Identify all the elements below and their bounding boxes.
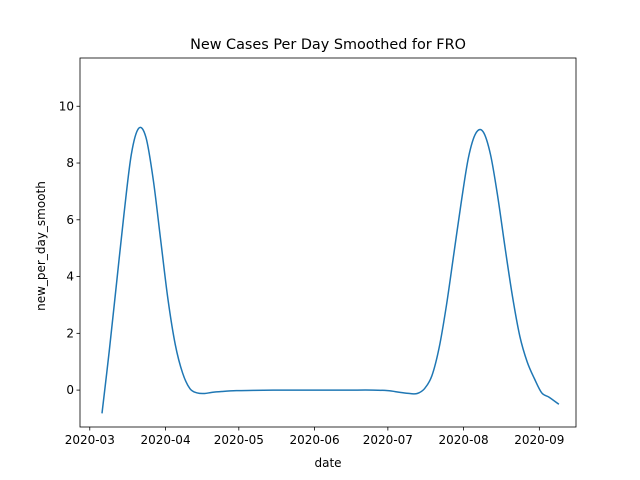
x-tick-label: 2020-03 [65,433,115,447]
y-axis: 0 2 4 6 8 10 [59,99,80,397]
plot-area [79,57,577,428]
plot-frame [79,57,577,428]
x-tick-label: 2020-04 [140,433,190,447]
x-axis: 2020-03 2020-04 2020-05 2020-06 2020-07 2020-… [65,427,564,447]
series-line [101,126,560,414]
y-tick-label: 6 [66,213,74,227]
x-tick-label: 2020-05 [214,433,264,447]
x-tick-label: 2020-06 [289,433,339,447]
x-tick-label: 2020-08 [439,433,489,447]
x-tick-label: 2020-09 [514,433,564,447]
y-axis-label: new_per_day_smooth [34,181,48,311]
y-tick-label: 8 [66,156,74,170]
chart-title: New Cases Per Day Smoothed for FRO [190,37,466,53]
x-tick-label: 2020-07 [363,433,413,447]
y-tick-label: 2 [66,326,74,340]
y-tick-label: 0 [66,383,74,397]
y-tick-label: 10 [59,99,74,113]
y-tick-label: 4 [66,270,74,284]
x-axis-label: date [314,456,341,470]
